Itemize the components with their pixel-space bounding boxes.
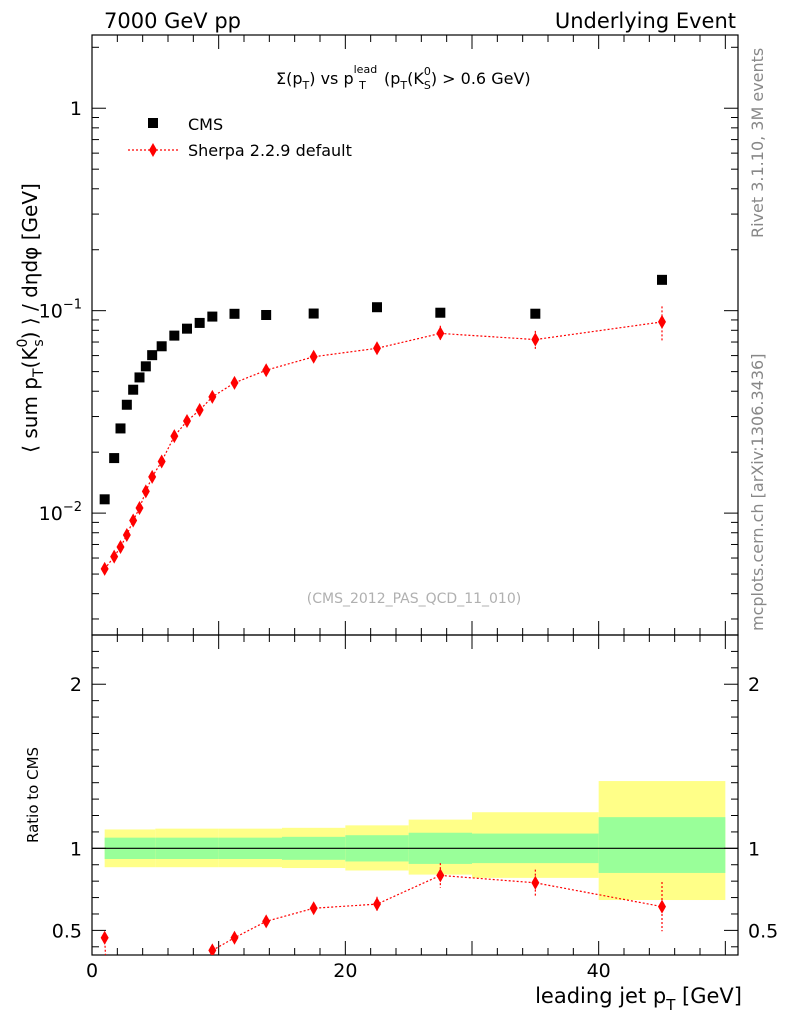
ratio-point	[658, 899, 666, 914]
cms-point	[530, 308, 541, 319]
cms-point	[140, 361, 151, 372]
sherpa-point	[135, 500, 144, 515]
x-tick-label: 0	[86, 960, 98, 982]
sherpa-point	[122, 527, 131, 542]
sherpa-point	[100, 561, 109, 576]
ratio-y-tick-label-right: 0.5	[748, 920, 778, 942]
cms-point	[134, 372, 145, 383]
cms-point	[435, 307, 446, 318]
sherpa-point	[129, 513, 138, 528]
ratio-point	[531, 875, 540, 890]
ratio-point	[309, 901, 318, 916]
ratio-y-tick-label-right: 1	[748, 838, 760, 860]
cms-point	[99, 494, 110, 505]
ratio-point	[100, 930, 109, 945]
ratio-y-tick-label-right: 2	[748, 674, 760, 696]
ratio-y-tick-label: 1	[70, 838, 82, 860]
header-left: 7000 GeV pp	[104, 9, 241, 33]
sherpa-point	[309, 349, 318, 364]
sherpa-point	[373, 341, 381, 356]
ratio-y-axis-label: Ratio to CMS	[24, 747, 42, 843]
main-panel: 10−2 10−1 1	[39, 34, 739, 636]
sherpa-line	[104, 321, 663, 570]
cms-point	[372, 302, 382, 313]
sherpa-point	[658, 314, 666, 329]
legend: CMS Sherpa 2.2.9 default	[128, 115, 352, 160]
cms-point	[182, 323, 192, 334]
cms-point	[207, 311, 218, 322]
y-tick-label: 10−2	[39, 500, 82, 525]
ratio-line	[212, 874, 663, 951]
sherpa-point	[148, 469, 157, 484]
ratio-point	[262, 914, 271, 929]
cms-point	[128, 384, 139, 395]
sherpa-point	[116, 540, 125, 555]
cms-point	[121, 399, 132, 410]
legend-marker-sherpa	[149, 143, 157, 157]
sherpa-point	[183, 414, 191, 429]
y-tick-label: 1	[70, 98, 82, 120]
cms-point	[194, 317, 205, 328]
sherpa-point	[110, 549, 119, 564]
sherpa-point	[170, 429, 179, 444]
ratio-point	[230, 930, 239, 945]
ratio-y-tick-label: 2	[70, 674, 82, 696]
sherpa-point	[195, 403, 204, 418]
y-tick-label: 10−1	[39, 298, 82, 323]
cms-point	[147, 350, 158, 361]
cms-point	[308, 308, 319, 319]
legend-marker-cms	[148, 118, 158, 128]
header-right: Underlying Event	[555, 9, 736, 33]
sherpa-point	[230, 375, 239, 390]
x-axis-label: leading jet pT [GeV]	[535, 984, 742, 1014]
ratio-point	[373, 897, 381, 912]
cms-point	[657, 274, 667, 285]
x-tick-label: 40	[587, 960, 611, 982]
ratio-frame	[91, 634, 739, 956]
sherpa-point	[208, 389, 217, 404]
sherpa-point	[262, 363, 271, 378]
cms-point	[229, 308, 240, 319]
cms-point	[109, 453, 120, 464]
sherpa-point	[141, 484, 150, 499]
cms-point	[261, 309, 272, 320]
ratio-point	[208, 943, 217, 955]
cms-point	[169, 330, 180, 341]
main-title: Σ(pT) vs plead T (pT(K0 S) > 0.6 GeV)	[276, 63, 531, 92]
watermark: (CMS_2012_PAS_QCD_11_010)	[307, 591, 521, 607]
ratio-point	[436, 868, 445, 883]
cms-point	[115, 423, 126, 434]
y-axis-label: ⟨ sum pT(K0s) ⟩ / dηdφ [GeV]	[15, 183, 47, 453]
legend-label-sherpa: Sherpa 2.2.9 default	[188, 141, 352, 160]
sherpa-point	[157, 454, 166, 469]
ratio-panel: 0 20 40 0.5 0.5 1 1 2 2	[52, 634, 778, 982]
sherpa-point	[531, 332, 540, 347]
legend-label-cms: CMS	[188, 115, 223, 134]
sherpa-point	[436, 326, 445, 341]
mcplots-label: mcplots.cern.ch [arXiv:1306.3436]	[748, 354, 767, 631]
x-tick-label: 20	[333, 960, 357, 982]
cms-point	[156, 341, 167, 352]
ratio-band-inner-7	[598, 817, 726, 873]
ratio-y-tick-label: 0.5	[52, 920, 82, 942]
ratio-series	[100, 863, 666, 955]
rivet-label: Rivet 3.1.10, 3M events	[748, 48, 767, 238]
